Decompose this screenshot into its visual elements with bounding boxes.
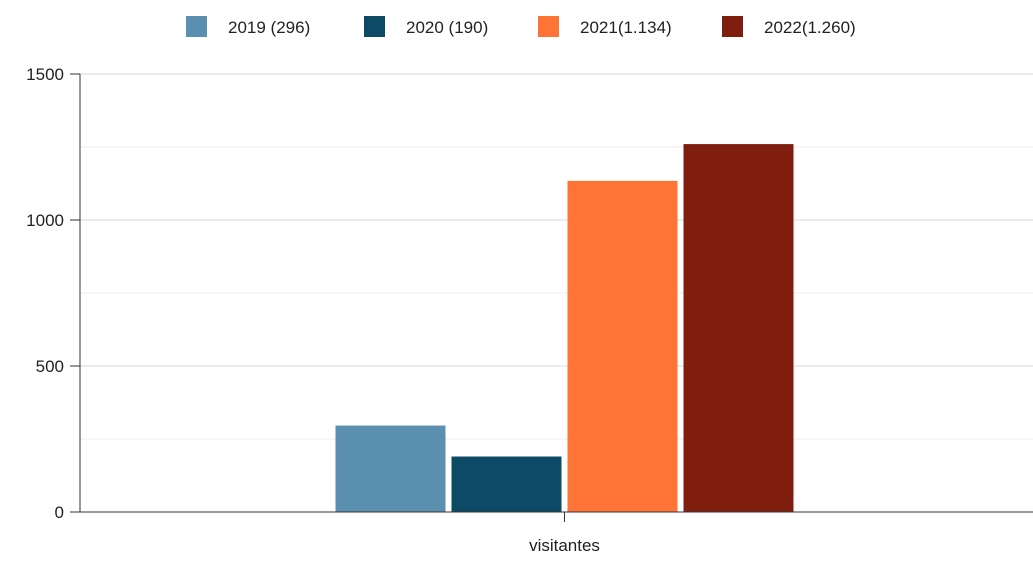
legend-label: 2020 (190)	[406, 18, 488, 37]
legend-item: 2019 (296)	[186, 16, 310, 37]
x-tick-label: visitantes	[529, 536, 600, 555]
legend: 2019 (296) 2020 (190) 2021(1.134) 2022(1.26…	[186, 16, 856, 37]
legend-swatch	[364, 16, 385, 37]
legend-swatch	[186, 16, 207, 37]
y-tick-label: 1000	[26, 211, 64, 230]
axes	[70, 73, 1033, 522]
axis-labels: visitantes 0 500 1000 1500	[26, 65, 600, 555]
legend-label: 2019 (296)	[228, 18, 310, 37]
y-tick-label: 1500	[26, 65, 64, 84]
bar-4	[683, 144, 794, 512]
legend-label: 2021(1.134)	[580, 18, 672, 37]
gridlines	[80, 73, 1033, 440]
bar-1	[335, 425, 446, 512]
legend-swatch	[538, 16, 559, 37]
legend-item: 2021(1.134)	[538, 16, 672, 37]
bars	[335, 144, 794, 512]
legend-swatch	[722, 16, 743, 37]
bar-3	[567, 180, 678, 512]
bar-2	[451, 456, 562, 512]
y-tick-label: 500	[36, 357, 64, 376]
legend-item: 2022(1.260)	[722, 16, 856, 37]
y-tick-label: 0	[55, 503, 64, 522]
legend-label: 2022(1.260)	[764, 18, 856, 37]
legend-item: 2020 (190)	[364, 16, 488, 37]
